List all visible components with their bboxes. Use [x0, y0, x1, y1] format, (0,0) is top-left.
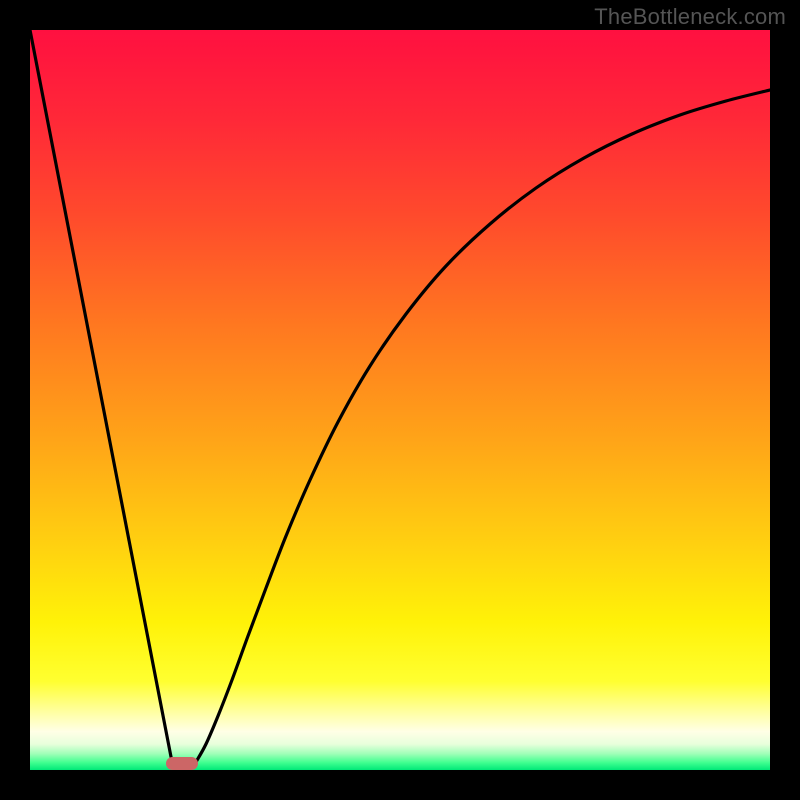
bottleneck-chart	[0, 0, 800, 800]
watermark-text: TheBottleneck.com	[594, 4, 786, 30]
plot-background	[30, 30, 770, 770]
figure-container: TheBottleneck.com	[0, 0, 800, 800]
valley-marker	[166, 757, 198, 770]
